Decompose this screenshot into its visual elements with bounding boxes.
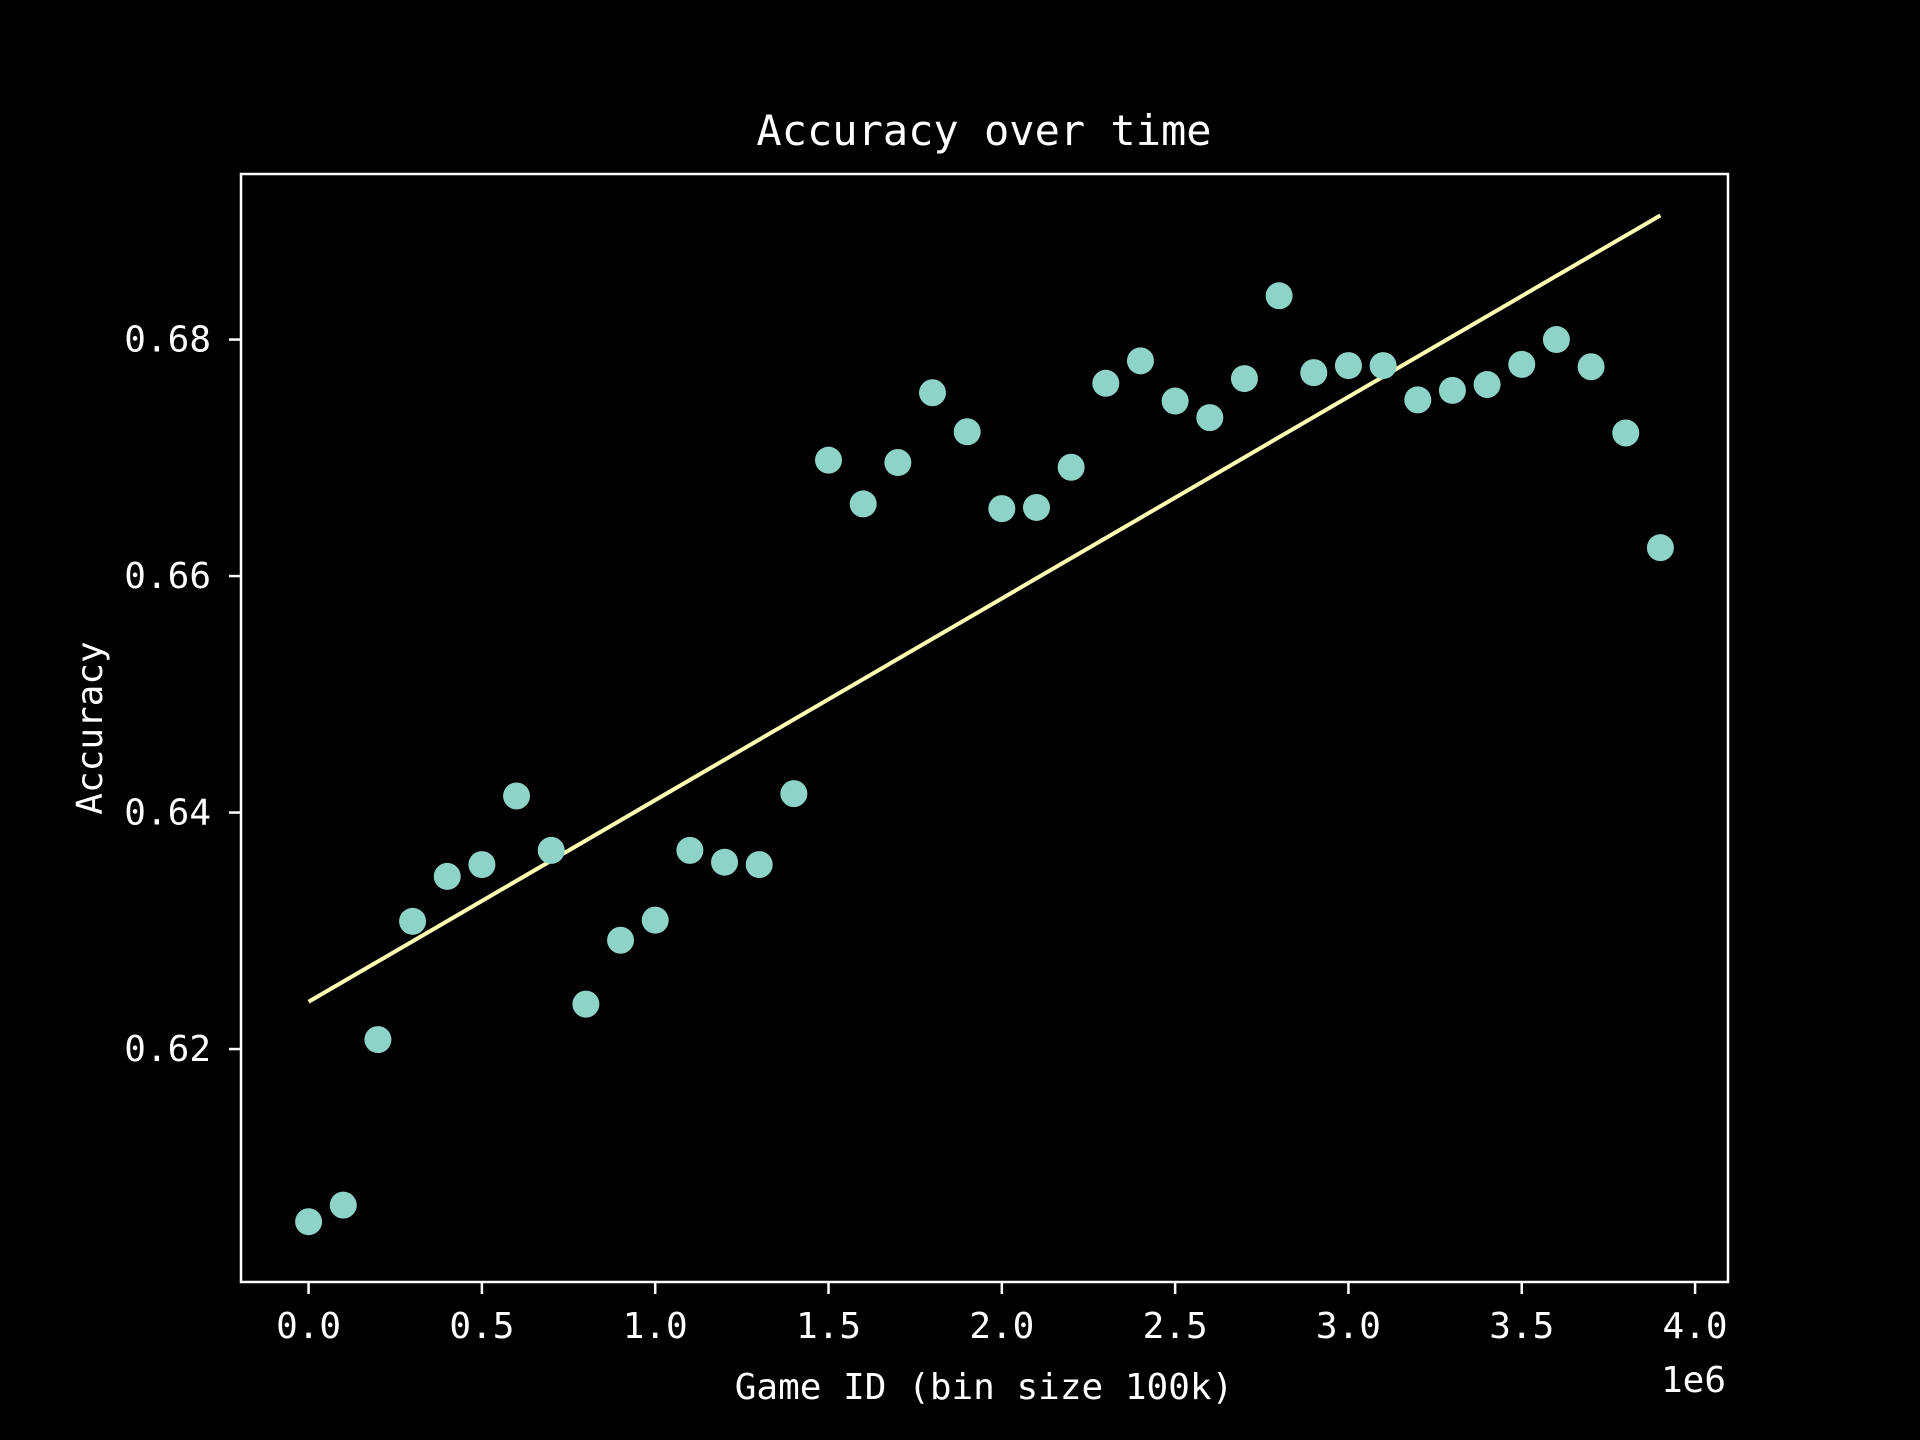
x-tick-label: 2.5: [1143, 1306, 1208, 1347]
scatter-point: [676, 836, 704, 864]
scatter-point: [1508, 350, 1536, 378]
plot-frame: [239, 172, 1730, 1284]
scatter-point: [641, 906, 669, 934]
chart-title: Accuracy over time: [756, 106, 1211, 155]
scatter-point: [399, 907, 427, 935]
scatter-point: [607, 926, 635, 954]
x-axis-label: Game ID (bin size 100k): [735, 1367, 1234, 1408]
scatter-point: [711, 848, 739, 876]
y-axis-label: Accuracy: [70, 641, 111, 814]
x-tick-label: 3.0: [1316, 1306, 1381, 1347]
x-tick-label: 2.0: [969, 1306, 1034, 1347]
scatter-point: [537, 836, 565, 864]
scatter-point: [1646, 534, 1674, 562]
plot-area: [295, 213, 1674, 1236]
scatter-point: [1542, 326, 1570, 354]
scatter-point: [884, 449, 912, 477]
y-tick-label: 0.64: [124, 793, 211, 834]
scatter-point: [433, 862, 461, 890]
scatter-point: [1265, 282, 1293, 310]
x-axis: 0.0 0.5 1.0 1.5 2.0 2.5 3.0 3.5 4.0: [276, 1282, 1728, 1347]
x-tick-label: 3.5: [1489, 1306, 1554, 1347]
scatter-point: [329, 1191, 357, 1219]
scatter-point: [1334, 352, 1362, 380]
y-tick-label: 0.66: [124, 556, 211, 597]
scatter-point: [849, 490, 877, 518]
scatter-point: [1057, 453, 1085, 481]
scatter-point: [1473, 370, 1501, 398]
x-tick-label: 0.0: [276, 1306, 341, 1347]
scatter-point: [1022, 493, 1050, 521]
scatter-point: [1577, 353, 1605, 381]
scatter-point: [1300, 359, 1328, 387]
scatter-point: [919, 379, 947, 407]
scatter-point: [1612, 419, 1640, 447]
scatter-point: [295, 1208, 323, 1236]
scatter-point: [988, 495, 1016, 523]
scatter-point: [503, 782, 531, 810]
scatter-point: [745, 851, 773, 879]
scatter-point: [1404, 386, 1432, 414]
x-axis-offset-label: 1e6: [1661, 1360, 1726, 1401]
scatter-point: [1196, 404, 1224, 432]
scatter-point: [1438, 376, 1466, 404]
scatter-point: [468, 851, 496, 879]
scatter-point: [780, 780, 808, 808]
scatter-point: [1092, 369, 1120, 397]
x-tick-label: 1.5: [796, 1306, 861, 1347]
scatter-point: [572, 990, 600, 1018]
scatter-point: [953, 418, 981, 446]
y-tick-label: 0.68: [124, 320, 211, 361]
scatter-point: [1230, 365, 1258, 393]
y-axis: 0.62 0.64 0.66 0.68: [124, 320, 241, 1070]
scatter-point: [1161, 387, 1189, 415]
x-tick-label: 4.0: [1663, 1306, 1728, 1347]
scatter-point: [364, 1026, 392, 1054]
y-tick-label: 0.62: [124, 1029, 211, 1070]
trend-line: [307, 213, 1662, 1004]
scatter-point: [1126, 347, 1154, 375]
scatter-point: [815, 446, 843, 474]
x-tick-label: 1.0: [623, 1306, 688, 1347]
scatter-point: [1369, 352, 1397, 380]
x-tick-label: 0.5: [449, 1306, 514, 1347]
